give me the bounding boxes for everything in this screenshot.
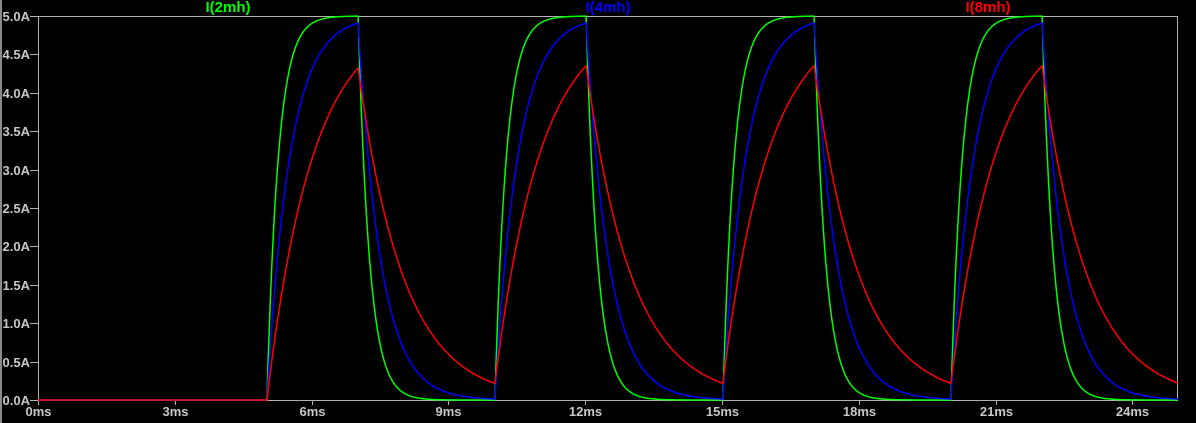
x-tick-label: 18ms: [842, 404, 877, 419]
trace-I(8mh)[interactable]: [38, 64, 1178, 401]
y-tick-label: 0.0A: [2, 392, 30, 408]
x-tick-label: 24ms: [1115, 404, 1150, 419]
y-tick-label: 3.5A: [2, 123, 30, 139]
x-tick-label: 21ms: [979, 404, 1014, 419]
trace-I(2mh)[interactable]: [38, 15, 1178, 401]
window-edge-line: [0, 0, 2, 423]
y-tick-label: 1.0A: [2, 315, 30, 331]
y-tick-label: 2.5A: [2, 200, 30, 216]
y-tick-label: 0.5A: [2, 354, 30, 370]
legend-label-I(8mh)[interactable]: I(8mh): [965, 0, 1011, 16]
x-tick-label: 12ms: [568, 404, 603, 419]
y-tick-label: 4.0A: [2, 85, 30, 101]
y-tick-label: 1.5A: [2, 277, 30, 293]
legend-label-I(2mh)[interactable]: I(2mh): [205, 0, 251, 16]
y-tick-label: 4.5A: [2, 46, 30, 62]
x-tick-label: 15ms: [705, 404, 740, 419]
y-tick-label: 5.0A: [2, 8, 30, 24]
x-tick-label: 6ms: [299, 404, 326, 419]
x-tick-label: 9ms: [435, 404, 462, 419]
x-tick-label: 0ms: [25, 404, 52, 419]
y-tick-label: 2.0A: [2, 238, 30, 254]
x-tick-label: 3ms: [162, 404, 189, 419]
y-tick-label: 3.0A: [2, 162, 30, 178]
legend-label-I(4mh)[interactable]: I(4mh): [585, 0, 631, 16]
plot-border: [38, 16, 1178, 401]
